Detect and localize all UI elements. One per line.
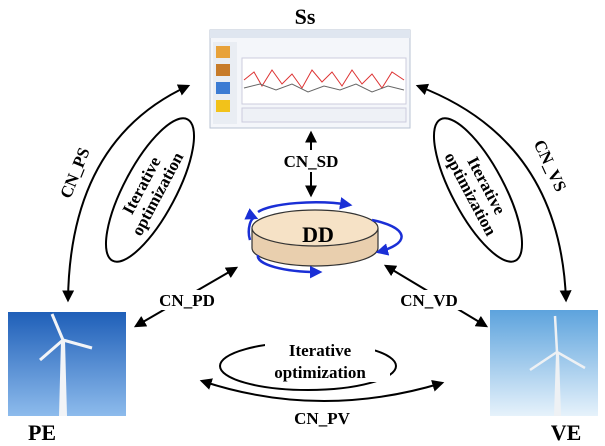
edge-label: CN_SD: [284, 152, 339, 171]
edge-label: CN_PV: [294, 409, 350, 428]
database-disk: [244, 197, 403, 279]
node-label: DD: [302, 222, 334, 247]
edge-label: CN_VS: [530, 137, 570, 195]
loop-text: Iterative: [289, 341, 352, 360]
screenshot: [209, 29, 411, 129]
loop: [104, 117, 196, 263]
turbine-photo: [8, 312, 126, 416]
loop: [432, 117, 524, 263]
turbine-photo: [490, 310, 598, 416]
edge-label: CN_PD: [159, 291, 215, 310]
loop-text: optimization: [274, 363, 366, 382]
node-label: Ss: [295, 4, 316, 29]
edge-label: CN_VD: [400, 291, 458, 310]
edge-label: CN_PS: [56, 145, 93, 201]
node-label: PE: [28, 420, 56, 445]
node-label: VE: [551, 420, 582, 445]
